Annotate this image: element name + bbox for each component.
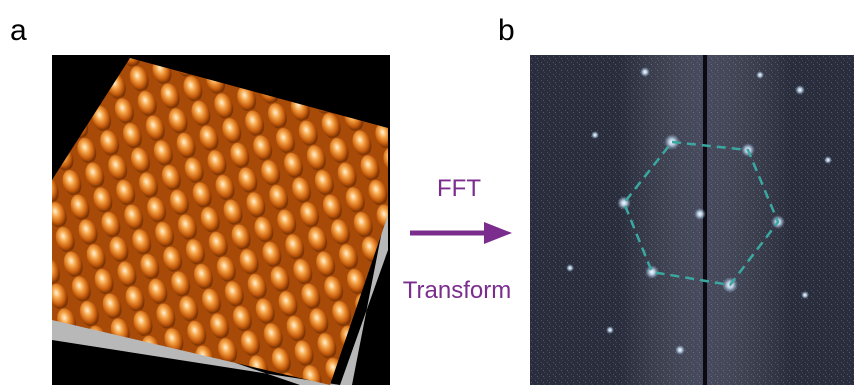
figure: a b FFT Transform bbox=[0, 0, 854, 385]
panel-label: a bbox=[10, 14, 27, 47]
surface-image bbox=[52, 55, 390, 385]
arrow bbox=[410, 222, 512, 244]
panel-label: b bbox=[498, 14, 515, 47]
arrow-label: FFT bbox=[437, 175, 481, 202]
arrow-label: Transform bbox=[403, 277, 511, 304]
fft-image bbox=[530, 55, 854, 385]
